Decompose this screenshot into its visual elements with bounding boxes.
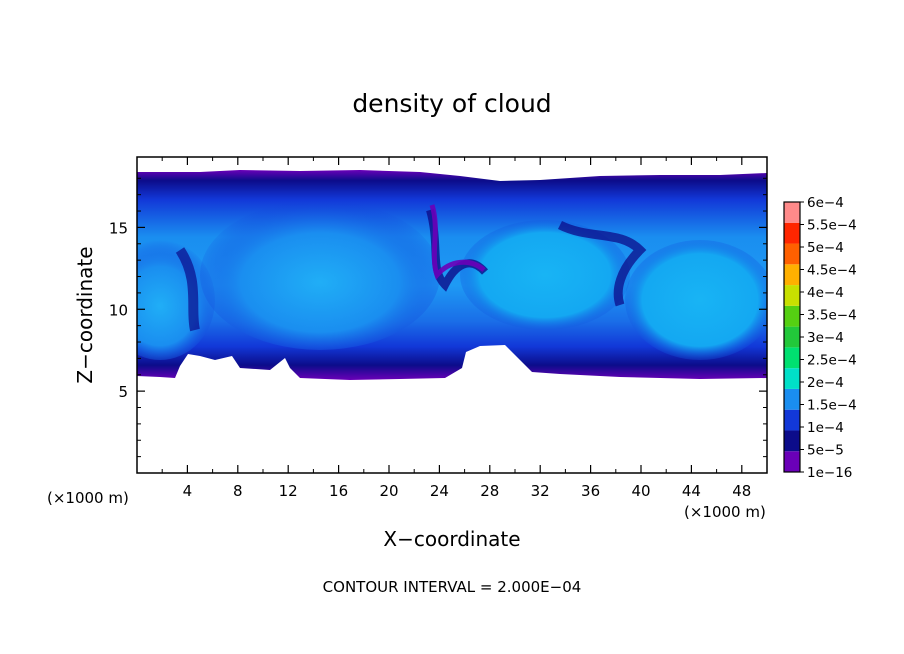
shear-band-2 bbox=[557, 220, 647, 307]
y-tick-label: 15 bbox=[109, 219, 128, 237]
shear-band-3 bbox=[175, 247, 200, 332]
colorbar-label: 1e−16 bbox=[807, 465, 852, 481]
colorbar-label: 5e−5 bbox=[807, 443, 844, 459]
z-unit-label: (×1000 m) bbox=[47, 489, 129, 507]
colorbar-swatch bbox=[784, 326, 800, 348]
colorbar-label: 1e−4 bbox=[807, 420, 844, 436]
colorbar-swatch bbox=[784, 388, 800, 410]
contour-interval-label: CONTOUR INTERVAL = 2.000E−04 bbox=[323, 578, 582, 596]
plot-frame bbox=[136, 156, 768, 474]
cell-center-left bbox=[200, 200, 440, 350]
x-tick-label: 20 bbox=[379, 482, 398, 500]
colorbar: 1e−16 5e−5 1e−4 1.5e−4 2e−4 2.5e−4 3e−4 3.5e−4 4… bbox=[783, 195, 857, 481]
x-tick-label: 32 bbox=[531, 482, 550, 500]
x-unit-label: (×1000 m) bbox=[684, 503, 766, 521]
x-axis: 4 8 12 16 20 24 28 32 36 40 44 48 bbox=[161, 157, 751, 500]
x-tick-label: 16 bbox=[329, 482, 348, 500]
purple-filament bbox=[429, 204, 486, 280]
y-tick-label: 5 bbox=[118, 383, 128, 401]
colorbar-swatch bbox=[784, 285, 800, 306]
colorbar-swatch bbox=[784, 243, 800, 265]
colorbar-label: 5e−4 bbox=[807, 240, 844, 256]
x-tick-label: 48 bbox=[732, 482, 751, 500]
colorbar-swatch bbox=[784, 222, 800, 244]
colorbar-label: 6e−4 bbox=[807, 195, 844, 211]
colorbar-label: 3e−4 bbox=[807, 330, 844, 346]
colorbar-swatch bbox=[784, 409, 800, 431]
colorbar-label: 1.5e−4 bbox=[807, 398, 857, 414]
x-tick-label: 8 bbox=[233, 482, 243, 500]
colorbar-swatch bbox=[784, 368, 800, 389]
chart-title: density of cloud bbox=[352, 89, 551, 118]
colorbar-label: 5.5e−4 bbox=[807, 218, 857, 234]
x-tick-label: 4 bbox=[183, 482, 193, 500]
y-axis: 5 10 15 bbox=[109, 177, 767, 458]
colorbar-label: 2e−4 bbox=[807, 375, 844, 391]
colorbar-label: 3.5e−4 bbox=[807, 308, 857, 324]
x-axis-label: X−coordinate bbox=[383, 527, 520, 551]
y-tick-label: 10 bbox=[109, 301, 128, 319]
colorbar-swatch bbox=[784, 305, 800, 327]
y-axis-label: Z−coordinate bbox=[73, 246, 97, 383]
x-tick-label: 24 bbox=[430, 482, 449, 500]
cell-center-right bbox=[460, 220, 630, 330]
x-tick-label: 44 bbox=[682, 482, 701, 500]
colorbar-swatch bbox=[784, 430, 800, 452]
colorbar-swatch bbox=[784, 451, 800, 472]
colorbar-swatch bbox=[784, 264, 800, 286]
cell-left bbox=[137, 240, 215, 360]
contour-field bbox=[137, 170, 767, 380]
x-tick-label: 12 bbox=[279, 482, 298, 500]
colorbar-swatch bbox=[784, 347, 800, 369]
cell-right bbox=[625, 240, 767, 360]
x-tick-label: 40 bbox=[631, 482, 650, 500]
colorbar-swatch bbox=[784, 202, 800, 223]
colorbar-label: 4e−4 bbox=[807, 285, 844, 301]
x-tick-label: 28 bbox=[480, 482, 499, 500]
colorbar-label: 4.5e−4 bbox=[807, 263, 857, 279]
colorbar-label: 2.5e−4 bbox=[807, 353, 857, 369]
x-tick-label: 36 bbox=[581, 482, 600, 500]
